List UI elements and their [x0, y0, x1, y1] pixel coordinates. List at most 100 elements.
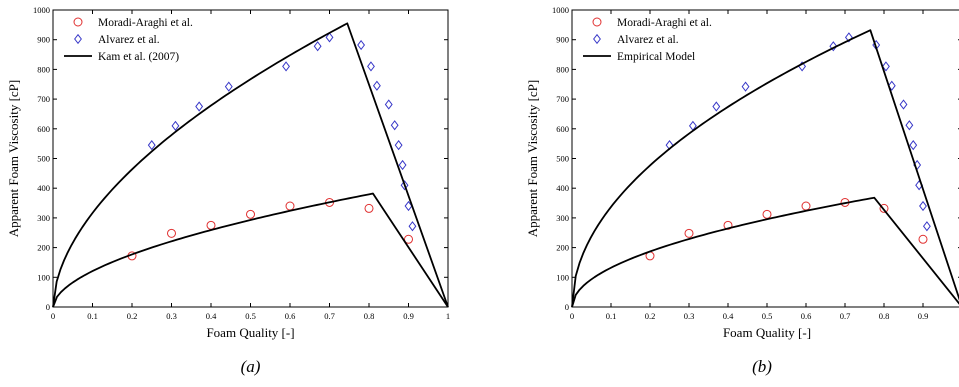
x-tick-label: 0.3 — [684, 311, 695, 321]
chart-panel-1: 0 0.1 0.2 0.3 0.4 0.5 0.6 0.7 0.8 0.9 0 100 200 300 40… — [525, 5, 959, 376]
y-tick-label: 800 — [37, 64, 50, 74]
data-point-diamond — [919, 200, 927, 212]
data-point-circle — [404, 234, 413, 244]
data-point-diamond — [829, 41, 838, 52]
legend-label: Moradi-Araghi et al. — [617, 17, 712, 29]
x-tick-label: 0 — [51, 311, 55, 321]
data-point-diamond — [367, 61, 375, 72]
data-point-circle — [167, 228, 176, 238]
x-tick-label: 0.5 — [245, 311, 256, 321]
x-tick-label: 0.9 — [918, 311, 929, 321]
y-tick-label: 400 — [37, 183, 50, 193]
data-point-circle — [684, 228, 694, 238]
x-tick-label: 0.1 — [87, 311, 98, 321]
x-tick-label: 0.6 — [801, 311, 812, 321]
x-axis-label: Foam Quality [-] — [723, 325, 811, 340]
data-point-diamond — [224, 81, 233, 92]
y-tick-label: 900 — [37, 35, 50, 45]
data-point-diamond — [922, 221, 931, 232]
chart-panel-0: 0 0.1 0.2 0.3 0.4 0.5 0.6 0.7 0.8 0.9 1 0 100 200 300 4… — [6, 5, 450, 376]
x-axis-label: Foam Quality [-] — [206, 325, 294, 340]
y-tick-label: 700 — [556, 94, 569, 104]
y-tick-label: 1000 — [33, 5, 50, 15]
y-tick-label: 600 — [37, 124, 50, 134]
data-point-diamond — [400, 180, 409, 191]
data-point-diamond — [384, 99, 393, 110]
data-point-diamond — [325, 32, 334, 43]
series-1 — [665, 32, 931, 232]
series-1 — [147, 32, 417, 232]
y-tick-label: 200 — [556, 243, 569, 253]
data-point-diamond — [398, 159, 407, 171]
legend: Moradi-Araghi et al. Alvarez et al. Kam et… — [64, 17, 193, 63]
legend-diamond-swatch — [74, 33, 82, 45]
y-tick-label: 400 — [556, 183, 569, 193]
data-point-diamond — [171, 120, 180, 131]
legend-label: Alvarez et al. — [98, 34, 160, 46]
x-tick-label: 0.9 — [403, 311, 414, 321]
data-point-diamond — [195, 101, 204, 112]
y-tick-label: 500 — [556, 154, 569, 164]
x-tick-label: 0.8 — [879, 311, 890, 321]
series-0 — [645, 197, 928, 261]
x-tick-label: 0.2 — [645, 311, 656, 321]
model-curve — [571, 196, 959, 308]
legend-diamond-swatch — [593, 33, 601, 45]
legend-label: Moradi-Araghi et al. — [98, 17, 193, 29]
y-tick-label: 0 — [46, 302, 50, 312]
data-point-diamond — [899, 99, 908, 110]
model-curve — [571, 29, 959, 308]
legend-label: Alvarez et al. — [617, 34, 679, 46]
data-point-diamond — [394, 140, 403, 151]
x-tick-label: 0.7 — [840, 311, 851, 321]
y-axis-label: Apparent Foam Viscosity [cP] — [525, 80, 540, 238]
data-point-circle — [364, 203, 374, 213]
y-tick-label: 100 — [556, 272, 569, 282]
x-tick-label: 0.4 — [723, 311, 734, 321]
legend-circle-swatch — [592, 17, 602, 27]
x-tick-label: 0.5 — [762, 311, 773, 321]
y-tick-label: 1000 — [552, 5, 569, 15]
y-tick-label: 700 — [37, 94, 50, 104]
data-point-diamond — [905, 120, 914, 131]
y-tick-label: 0 — [565, 302, 569, 312]
legend-label: Kam et al. (2007) — [98, 51, 179, 63]
y-tick-label: 300 — [37, 213, 50, 223]
y-tick-label: 900 — [556, 35, 569, 45]
data-point-circle — [918, 234, 928, 244]
data-point-diamond — [282, 61, 290, 72]
y-tick-label: 500 — [37, 154, 50, 164]
legend: Moradi-Araghi et al. Alvarez et al. Empiri… — [583, 17, 712, 63]
data-point-diamond — [909, 140, 918, 151]
y-tick-label: 600 — [556, 124, 569, 134]
y-tick-label: 800 — [556, 64, 569, 74]
x-tick-label: 0 — [570, 311, 574, 321]
data-point-diamond — [357, 39, 366, 51]
model-curve — [52, 22, 449, 308]
model-curve — [52, 192, 449, 308]
x-tick-label: 1 — [446, 311, 450, 321]
x-tick-label: 0.6 — [285, 311, 296, 321]
series-2 — [571, 29, 959, 308]
data-point-circle — [246, 209, 255, 219]
data-point-diamond — [882, 61, 890, 72]
panel-caption: (a) — [241, 357, 261, 376]
data-point-circle — [879, 203, 889, 213]
x-tick-label: 0.8 — [364, 311, 375, 321]
y-axis-label: Apparent Foam Viscosity [cP] — [6, 80, 21, 238]
x-tick-label: 0.3 — [166, 311, 177, 321]
data-point-circle — [801, 201, 811, 211]
x-tick-label: 0.2 — [127, 311, 138, 321]
series-2 — [52, 22, 449, 308]
legend-circle-swatch — [73, 17, 83, 27]
x-tick-label: 0.4 — [206, 311, 217, 321]
series-0 — [127, 197, 413, 261]
data-point-diamond — [887, 80, 896, 91]
y-tick-label: 100 — [37, 272, 50, 282]
data-point-diamond — [712, 101, 721, 112]
data-point-diamond — [408, 221, 417, 232]
y-tick-label: 200 — [37, 243, 50, 253]
data-point-diamond — [372, 80, 381, 91]
panel-caption: (b) — [752, 357, 772, 376]
